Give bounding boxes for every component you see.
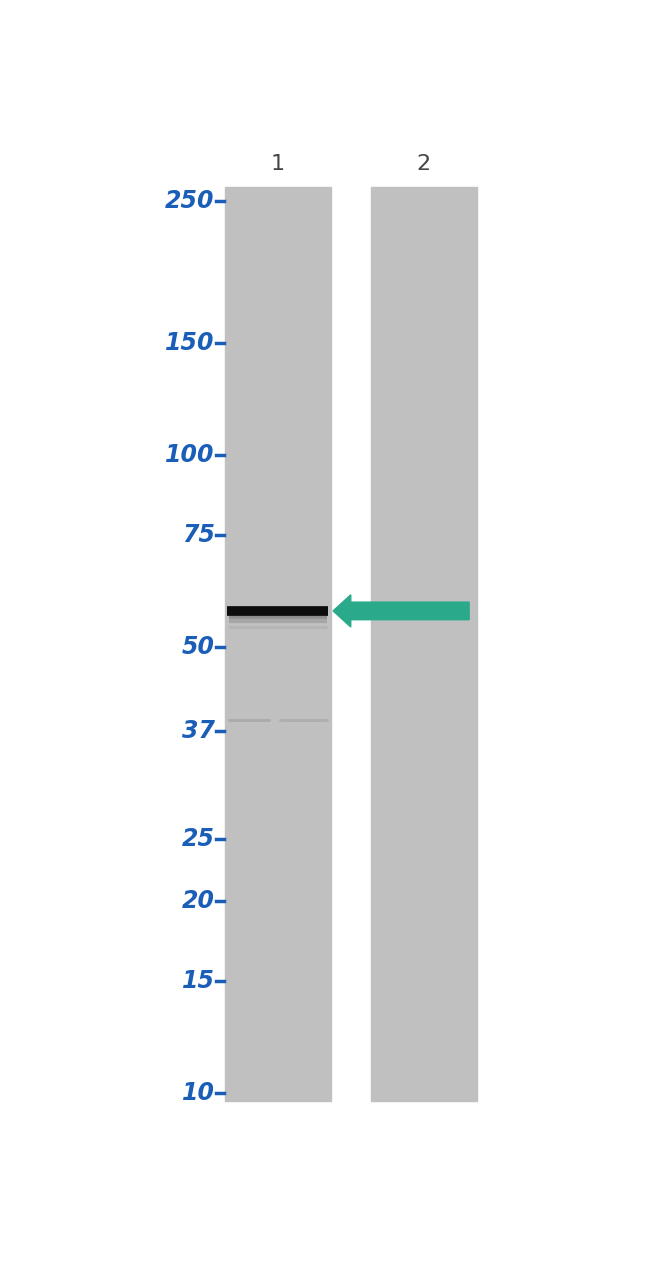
- Text: 37: 37: [182, 719, 215, 743]
- Text: 10: 10: [182, 1081, 215, 1105]
- Text: 15: 15: [182, 969, 215, 993]
- Text: 25: 25: [182, 827, 215, 851]
- Text: 1: 1: [270, 154, 285, 174]
- Text: 50: 50: [182, 635, 215, 659]
- Text: 20: 20: [182, 889, 215, 913]
- Text: 150: 150: [165, 330, 214, 354]
- Text: 100: 100: [165, 443, 214, 467]
- Text: 250: 250: [165, 189, 214, 213]
- FancyArrow shape: [333, 594, 469, 627]
- Bar: [225, 187, 331, 1101]
- Bar: [371, 187, 476, 1101]
- Text: 75: 75: [182, 523, 215, 547]
- Text: 2: 2: [417, 154, 431, 174]
